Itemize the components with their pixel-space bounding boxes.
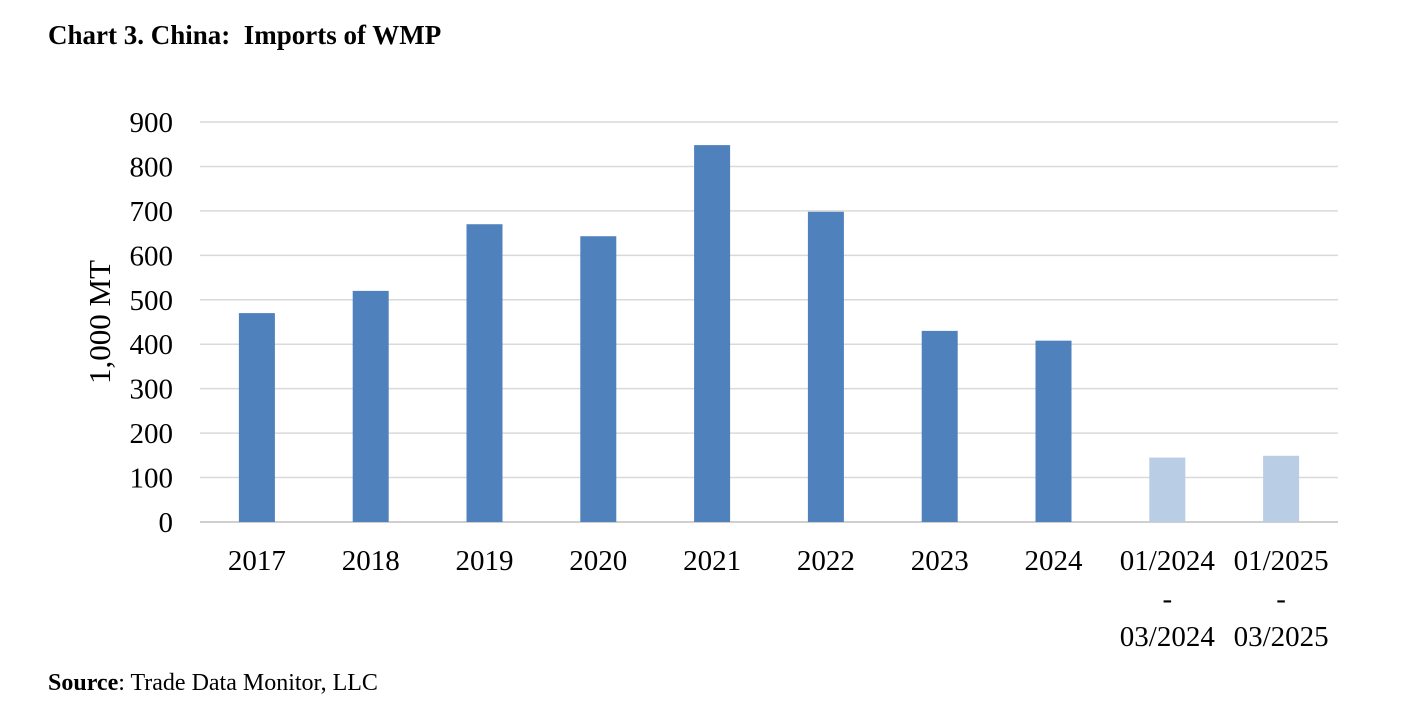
bar xyxy=(1035,340,1072,522)
y-tick-label: 800 xyxy=(130,151,174,183)
x-axis-tick-labels: 2017 2018 2019 2020 2021 2022 2023 2024 01/2024-… xyxy=(228,545,1329,653)
bar xyxy=(921,330,958,522)
y-tick-label: 700 xyxy=(130,196,174,228)
y-tick-label: 900 xyxy=(130,107,174,139)
bar xyxy=(580,236,617,522)
y-tick-label: 400 xyxy=(130,329,174,361)
x-tick-label: 2019 xyxy=(456,545,514,577)
y-axis-tick-labels: 0 100 200 300 400 500 600 700 800 900 xyxy=(130,107,174,539)
x-tick-label: 2020 xyxy=(569,545,627,577)
x-tick-label: 2017 xyxy=(228,545,286,577)
y-tick-label: 200 xyxy=(130,418,174,450)
source-label: Source xyxy=(48,670,119,696)
source-note: Source: Trade Data Monitor, LLC xyxy=(48,670,378,697)
chart-title: Chart 3. China: Imports of WMP xyxy=(48,20,442,50)
y-tick-label: 300 xyxy=(130,374,174,406)
bar xyxy=(1149,457,1186,522)
gridlines xyxy=(200,121,1338,523)
source-text: : Trade Data Monitor, LLC xyxy=(118,670,378,696)
y-axis-label: 1,000 MT xyxy=(82,260,117,384)
bars xyxy=(238,145,1300,522)
bar xyxy=(1263,455,1300,522)
bar xyxy=(466,224,503,522)
x-tick-label: 2021 xyxy=(683,545,741,577)
x-tick-label: 01/2025 -03/2025 xyxy=(1234,545,1329,653)
bar xyxy=(352,290,389,522)
y-tick-label: 0 xyxy=(159,507,174,539)
bar xyxy=(238,313,275,522)
x-tick-label: 01/2024 -03/2024 xyxy=(1120,545,1216,653)
x-tick-label: 2024 xyxy=(1025,545,1084,577)
x-tick-label: 2023 xyxy=(911,545,969,577)
bar xyxy=(694,145,731,522)
x-tick-label: 2018 xyxy=(342,545,400,577)
y-tick-label: 600 xyxy=(130,240,174,272)
y-tick-label: 500 xyxy=(130,285,174,317)
bar xyxy=(807,211,844,522)
x-tick-label: 2022 xyxy=(797,545,855,577)
y-tick-label: 100 xyxy=(130,463,174,495)
